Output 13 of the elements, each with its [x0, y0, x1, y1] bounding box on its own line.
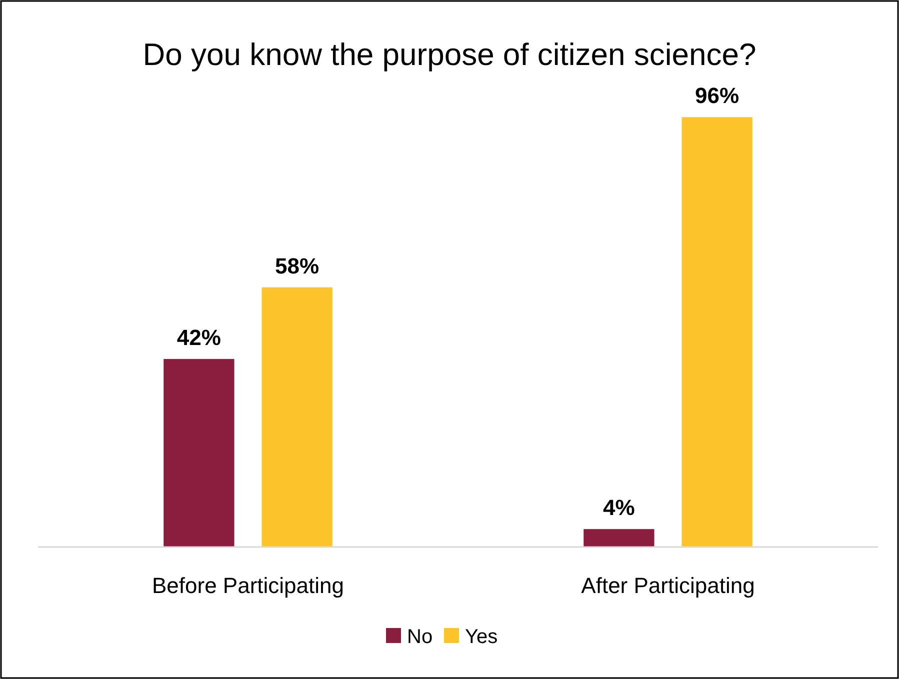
legend-label: Yes [465, 626, 498, 648]
bar [164, 358, 234, 547]
data-label: 96% [695, 83, 740, 108]
chart-title: Do you know the purpose of citizen science? [142, 37, 756, 72]
data-label: 42% [176, 324, 221, 350]
bar [262, 287, 332, 547]
legend-label: No [407, 626, 433, 648]
x-tick-label: Before Participating [152, 573, 344, 598]
bar [584, 529, 654, 547]
bar [682, 117, 752, 547]
x-tick-label: After Participating [581, 573, 755, 598]
data-label: 4% [603, 495, 635, 520]
data-label: 58% [275, 253, 320, 278]
